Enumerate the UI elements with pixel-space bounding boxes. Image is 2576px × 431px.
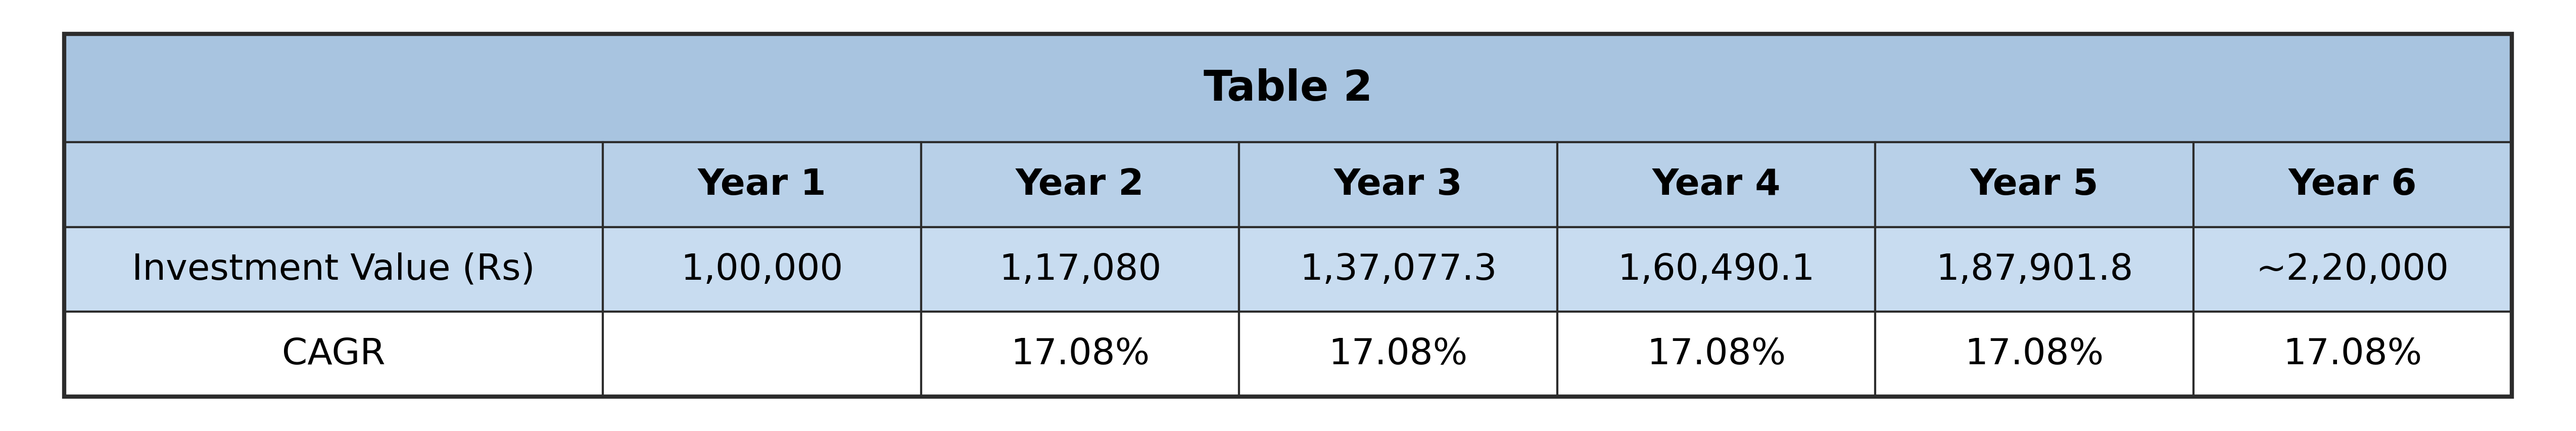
Bar	[64, 34, 2512, 397]
Bar	[1556, 312, 1875, 397]
Text: 17.08%: 17.08%	[2282, 337, 2421, 372]
Bar	[64, 143, 603, 227]
Text: 1,37,077.3: 1,37,077.3	[1298, 252, 1497, 287]
Text: Year 2: Year 2	[1015, 168, 1144, 202]
Text: 1,87,901.8: 1,87,901.8	[1935, 252, 2133, 287]
Bar	[64, 312, 603, 397]
Text: 1,60,490.1: 1,60,490.1	[1618, 252, 1816, 287]
Text: 17.08%: 17.08%	[1965, 337, 2105, 372]
Text: 1,00,000: 1,00,000	[680, 252, 842, 287]
Bar	[603, 143, 922, 227]
Bar	[2192, 143, 2512, 227]
Text: CAGR: CAGR	[281, 337, 386, 372]
Bar	[1239, 312, 1556, 397]
Text: Year 5: Year 5	[1971, 168, 2099, 202]
Bar	[1239, 227, 1556, 312]
Bar	[2192, 312, 2512, 397]
Text: Year 6: Year 6	[2287, 168, 2416, 202]
Bar	[1875, 143, 2195, 227]
Bar	[922, 143, 1239, 227]
Text: 17.08%: 17.08%	[1010, 337, 1149, 372]
Bar	[64, 34, 2512, 143]
Bar	[1556, 227, 1875, 312]
Text: ~2,20,000: ~2,20,000	[2257, 252, 2450, 287]
Bar	[1875, 312, 2195, 397]
Bar	[922, 312, 1239, 397]
Text: 17.08%: 17.08%	[1329, 337, 1468, 372]
Bar	[603, 312, 922, 397]
Text: 1,17,080: 1,17,080	[999, 252, 1162, 287]
Bar	[1239, 143, 1556, 227]
Bar	[2192, 227, 2512, 312]
Bar	[64, 227, 603, 312]
Text: Year 4: Year 4	[1651, 168, 1780, 202]
Text: 17.08%: 17.08%	[1646, 337, 1785, 372]
Bar	[922, 227, 1239, 312]
Bar	[603, 227, 922, 312]
Text: Table 2: Table 2	[1203, 68, 1373, 109]
Text: Year 3: Year 3	[1334, 168, 1463, 202]
Bar	[1556, 143, 1875, 227]
Text: Investment Value (Rs): Investment Value (Rs)	[131, 252, 536, 287]
Text: Year 1: Year 1	[698, 168, 827, 202]
Bar	[1875, 227, 2195, 312]
